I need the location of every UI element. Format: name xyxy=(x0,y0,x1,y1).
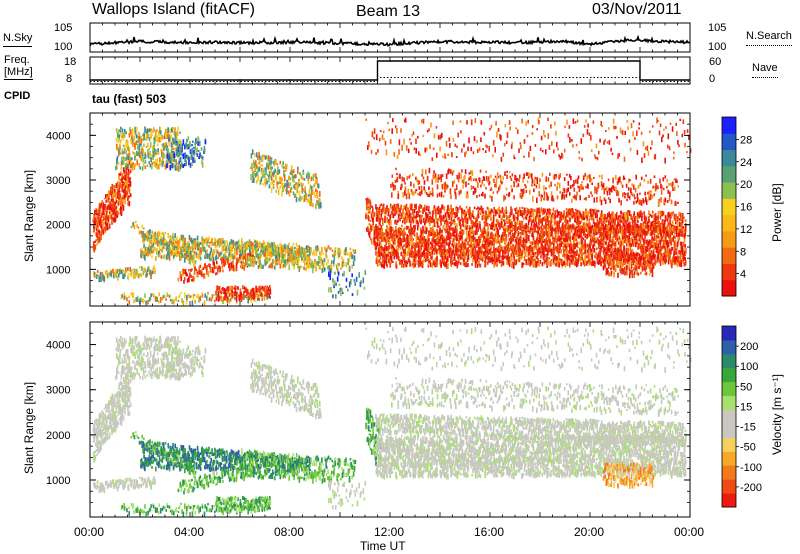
power-cbar-tick-5: 24 xyxy=(740,157,752,169)
velocity-colorbar-cell-8 xyxy=(722,382,736,396)
velocity-echo-scatter xyxy=(93,327,692,518)
noise-left-tick-bottom: 100 xyxy=(54,41,72,53)
power-colorbar-cell-10 xyxy=(722,117,736,134)
velocity-ytick-1000: 1000 xyxy=(46,475,70,487)
radar-summary-plot: 105 100 105 100 18 8 60 0 1000 2000 3000 4000 1000 20… xyxy=(0,0,800,554)
power-cbar-tick-4: 20 xyxy=(740,179,752,191)
nave-label: Nave xyxy=(752,63,778,78)
x-tick-3: 12:00 xyxy=(374,525,404,539)
nsky-label: N.Sky xyxy=(3,33,32,47)
x-tick-2: 08:00 xyxy=(274,525,304,539)
velocity-colorbar-cell-10 xyxy=(722,354,736,368)
velocity-cbar-tick-2: 50 xyxy=(740,381,752,393)
velocity-colorbar-cell-7 xyxy=(722,396,736,410)
power-colorbar-cell-2 xyxy=(722,247,736,264)
frequency-line xyxy=(90,61,690,80)
velocity-colorbar-cell-5 xyxy=(722,423,736,437)
cpid-text: tau (fast) 503 xyxy=(92,94,166,105)
velocity-cbar-tick-5: -50 xyxy=(740,442,756,454)
x-tick-0: 00:00 xyxy=(74,525,104,539)
noise-right-tick-bottom: 100 xyxy=(708,41,726,53)
date-title: 03/Nov/2011 xyxy=(592,2,682,18)
power-cbar-tick-1: 8 xyxy=(740,246,746,258)
power-ylabel: Slant Range [km] xyxy=(22,170,36,262)
data-layer xyxy=(90,37,691,517)
freq-right-tick-top: 60 xyxy=(709,56,721,68)
power-colorbar-cell-9 xyxy=(722,133,736,150)
power-echo-scatter xyxy=(93,118,692,307)
power-colorbar-cell-8 xyxy=(722,150,736,167)
power-colorbar-cell-3 xyxy=(722,231,736,248)
freq-label: Freq. xyxy=(4,55,30,66)
velocity-colorbar-cell-4 xyxy=(722,437,736,451)
power-cbar-tick-2: 12 xyxy=(740,224,752,236)
velocity-colorbar-cell-3 xyxy=(722,451,736,465)
freq-left-tick-bottom: 8 xyxy=(66,73,72,85)
power-colorbar-cell-5 xyxy=(722,198,736,215)
power-ytick-3000: 3000 xyxy=(46,175,70,187)
power-ytick-4000: 4000 xyxy=(46,130,70,142)
x-tick-5: 20:00 xyxy=(574,525,604,539)
station-title: Wallops Island (fitACF) xyxy=(92,2,255,18)
freq-right-tick-bottom: 0 xyxy=(709,73,715,85)
velocity-colorbar-cell-9 xyxy=(722,368,736,382)
power-colorbar-cell-7 xyxy=(722,166,736,183)
noise-right-tick-top: 105 xyxy=(708,22,726,34)
velocity-ytick-3000: 3000 xyxy=(46,385,70,397)
power-colorbar-label: Power [dB] xyxy=(770,183,784,242)
velocity-ylabel: Slant Range [km] xyxy=(22,382,36,474)
freq-left-tick-top: 18 xyxy=(64,56,76,68)
x-axis-label: Time UT xyxy=(360,541,406,552)
velocity-cbar-tick-1: 100 xyxy=(740,361,758,373)
x-tick-4: 16:00 xyxy=(474,525,504,539)
x-tick-6: 00:00 xyxy=(674,525,704,539)
cpid-label: CPID xyxy=(4,91,30,102)
power-ytick-1000: 1000 xyxy=(46,264,70,276)
beam-title: Beam 13 xyxy=(356,4,420,20)
nsearch-label: N.Search xyxy=(746,31,792,46)
power-cbar-tick-3: 16 xyxy=(740,202,752,214)
x-tick-1: 04:00 xyxy=(174,525,204,539)
power-colorbar-cell-4 xyxy=(722,215,736,232)
velocity-ytick-2000: 2000 xyxy=(46,430,70,442)
sky-noise-line xyxy=(90,37,690,46)
power-colorbar-cell-1 xyxy=(722,263,736,280)
power-cbar-tick-0: 4 xyxy=(740,269,746,281)
velocity-colorbar-cell-1 xyxy=(722,479,736,493)
freq-unit-label: [MHz] xyxy=(4,67,33,80)
velocity-ytick-4000: 4000 xyxy=(46,340,70,352)
velocity-cbar-tick-3: 15 xyxy=(740,401,752,413)
power-colorbar-cell-0 xyxy=(722,280,736,297)
velocity-colorbar-cell-0 xyxy=(722,493,736,507)
power-colorbar-cell-6 xyxy=(722,182,736,199)
velocity-cbar-tick-6: -100 xyxy=(740,462,762,474)
velocity-colorbar-cell-2 xyxy=(722,465,736,479)
velocity-cbar-tick-7: -200 xyxy=(740,482,762,494)
power-ytick-2000: 2000 xyxy=(46,220,70,232)
noise-left-tick-top: 105 xyxy=(54,22,72,34)
velocity-colorbar-cell-12 xyxy=(722,326,736,340)
velocity-colorbar-label: Velocity [m s⁻¹] xyxy=(770,374,784,455)
velocity-colorbar-cell-11 xyxy=(722,340,736,354)
velocity-cbar-tick-4: -15 xyxy=(740,422,756,434)
power-cbar-tick-6: 28 xyxy=(740,134,752,146)
velocity-cbar-tick-0: 200 xyxy=(740,341,758,353)
velocity-colorbar-cell-6 xyxy=(722,410,736,424)
